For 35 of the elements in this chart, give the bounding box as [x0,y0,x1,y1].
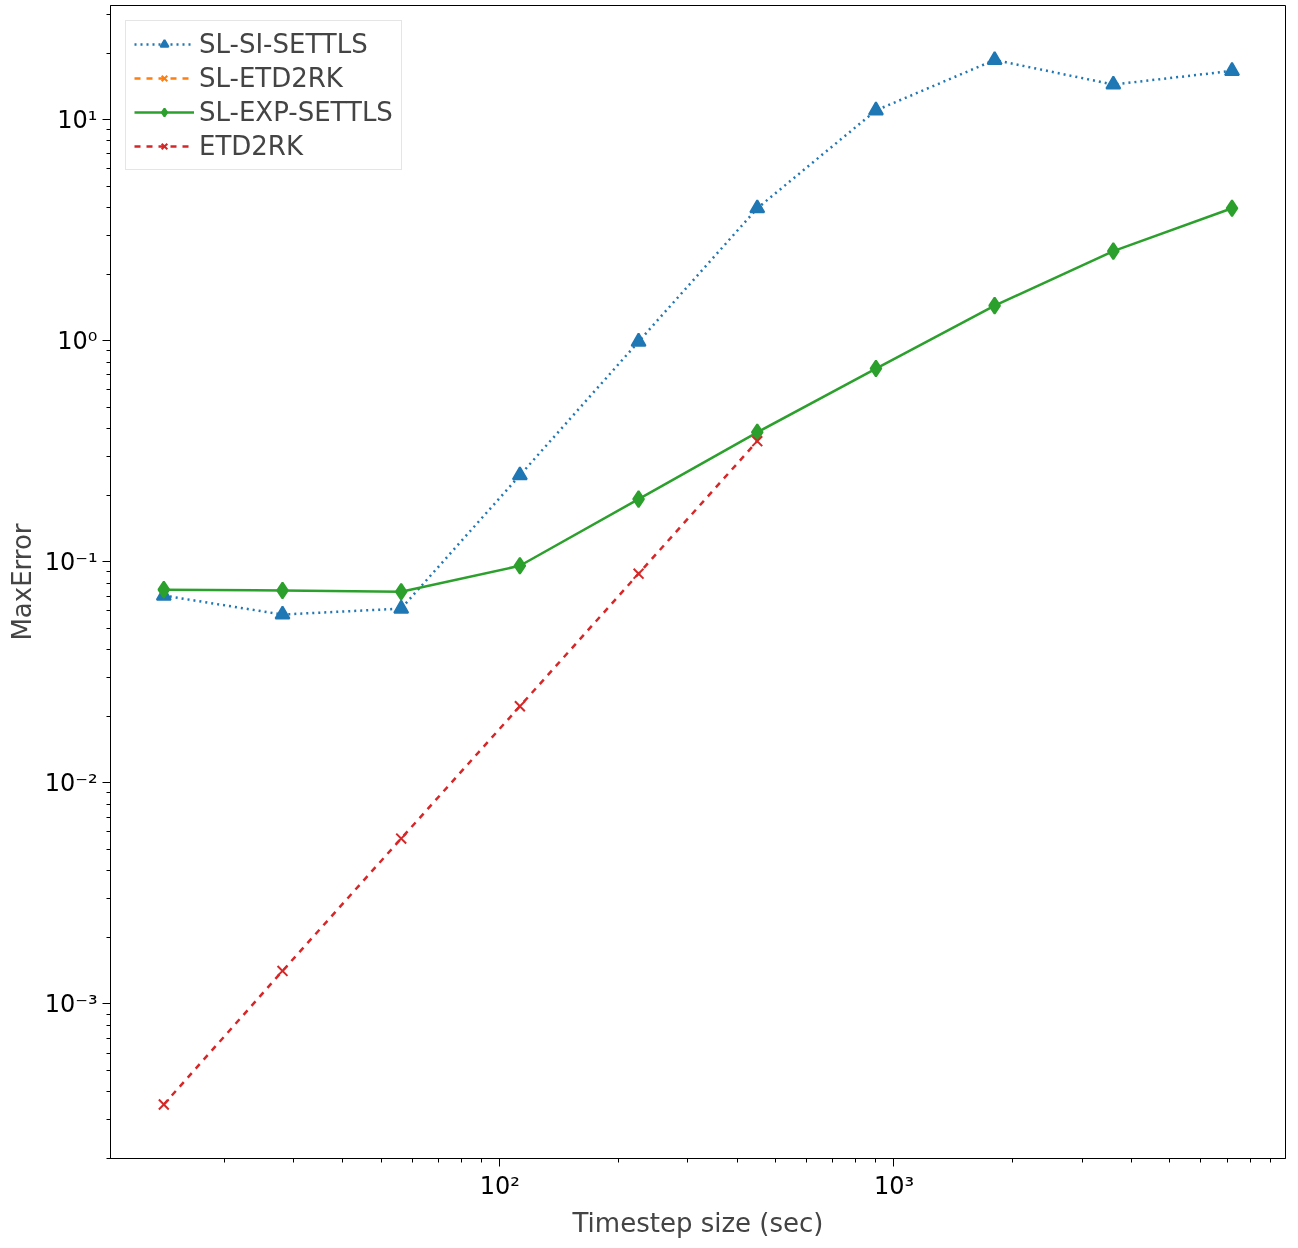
point [157,1098,170,1111]
point [1105,75,1122,90]
legend-label: SL-ETD2RK [199,63,343,93]
point [393,599,410,614]
point [394,582,408,601]
point [1106,242,1120,261]
x-axis-title: Timestep size (sec) [571,1207,824,1238]
point [749,199,766,214]
y-tick-label: 10⁰ [57,326,98,355]
point [511,466,528,481]
point [751,435,764,448]
point [513,556,527,575]
legend-label: ETD2RK [199,131,303,161]
point [632,567,645,580]
point [1225,199,1239,218]
y-axis-title: MaxError [6,523,37,641]
y-tick-label: 10⁻³ [44,989,98,1018]
point [274,605,291,620]
point [276,965,289,977]
x-tick-label: 10² [479,1171,520,1200]
point [630,332,647,347]
y-tick-label: 10¹ [57,105,98,134]
point [867,101,884,116]
legend-label: SL-EXP-SETTLS [199,97,393,127]
point [750,423,764,442]
x-tick-label: 10³ [873,1171,915,1200]
y-tick-label: 10⁻² [44,768,98,797]
point [986,50,1003,66]
y-tick-label: 10⁻¹ [44,547,98,576]
point [869,359,883,378]
legend-label: SL-SI-SETTLS [199,29,368,59]
point [395,832,408,845]
point [157,580,171,599]
point [1224,61,1241,76]
point [513,700,526,713]
